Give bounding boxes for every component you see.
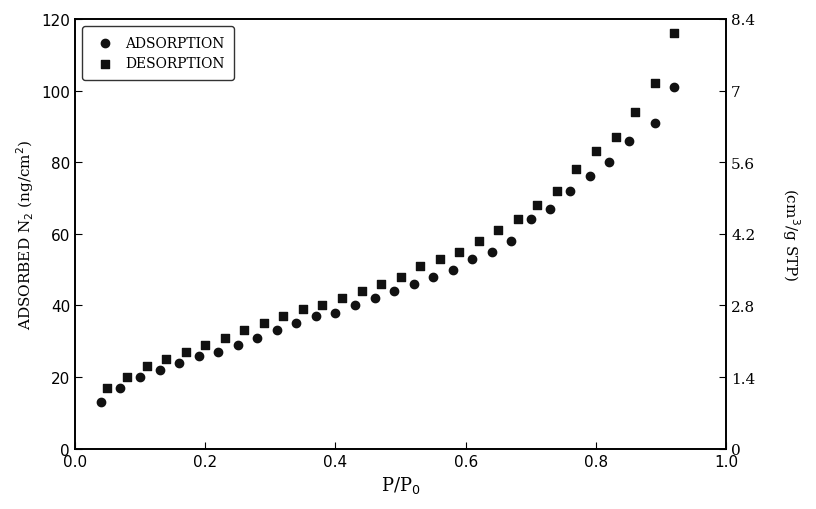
DESORPTION (433, 256, 446, 264)
ADSORPTION (368, 295, 381, 303)
X-axis label: P/P$_0$: P/P$_0$ (381, 474, 420, 495)
ADSORPTION (622, 137, 635, 146)
ADSORPTION (153, 366, 166, 374)
ADSORPTION (172, 359, 185, 367)
ADSORPTION (211, 348, 224, 356)
ADSORPTION (407, 280, 420, 289)
DESORPTION (570, 166, 583, 174)
DESORPTION (101, 384, 114, 392)
DESORPTION (277, 313, 290, 321)
ADSORPTION (427, 273, 440, 281)
Legend: ADSORPTION, DESORPTION: ADSORPTION, DESORPTION (82, 27, 234, 81)
ADSORPTION (648, 120, 661, 128)
DESORPTION (667, 30, 681, 38)
ADSORPTION (466, 256, 479, 264)
DESORPTION (335, 295, 348, 303)
Y-axis label: (cm$^3$/g STP): (cm$^3$/g STP) (780, 187, 802, 281)
ADSORPTION (505, 237, 518, 245)
ADSORPTION (329, 309, 342, 317)
DESORPTION (492, 227, 505, 235)
ADSORPTION (134, 373, 147, 381)
ADSORPTION (348, 302, 361, 310)
DESORPTION (160, 355, 173, 363)
ADSORPTION (446, 266, 459, 274)
ADSORPTION (231, 341, 244, 349)
DESORPTION (198, 341, 211, 349)
DESORPTION (355, 288, 368, 296)
ADSORPTION (114, 384, 127, 392)
DESORPTION (140, 362, 153, 371)
ADSORPTION (602, 159, 615, 167)
ADSORPTION (270, 327, 283, 335)
ADSORPTION (667, 83, 681, 92)
DESORPTION (375, 280, 388, 289)
ADSORPTION (544, 205, 557, 213)
DESORPTION (531, 202, 544, 210)
DESORPTION (257, 320, 270, 328)
DESORPTION (316, 302, 329, 310)
DESORPTION (394, 273, 407, 281)
Y-axis label: ADSORBED N$_2$ (ng/cm$^2$): ADSORBED N$_2$ (ng/cm$^2$) (14, 139, 36, 329)
ADSORPTION (251, 334, 264, 342)
DESORPTION (453, 248, 466, 256)
ADSORPTION (525, 216, 538, 224)
DESORPTION (609, 134, 622, 142)
ADSORPTION (563, 187, 576, 195)
ADSORPTION (192, 352, 205, 360)
DESORPTION (218, 334, 231, 342)
ADSORPTION (388, 288, 401, 296)
DESORPTION (179, 348, 192, 356)
ADSORPTION (309, 313, 322, 321)
DESORPTION (628, 109, 641, 117)
DESORPTION (121, 373, 134, 381)
DESORPTION (296, 305, 309, 314)
ADSORPTION (290, 320, 303, 328)
ADSORPTION (583, 173, 596, 181)
DESORPTION (414, 263, 427, 271)
DESORPTION (589, 148, 602, 156)
ADSORPTION (95, 398, 108, 406)
DESORPTION (512, 216, 525, 224)
DESORPTION (648, 80, 661, 88)
DESORPTION (551, 187, 564, 195)
ADSORPTION (486, 248, 499, 256)
DESORPTION (472, 237, 486, 245)
DESORPTION (237, 327, 251, 335)
